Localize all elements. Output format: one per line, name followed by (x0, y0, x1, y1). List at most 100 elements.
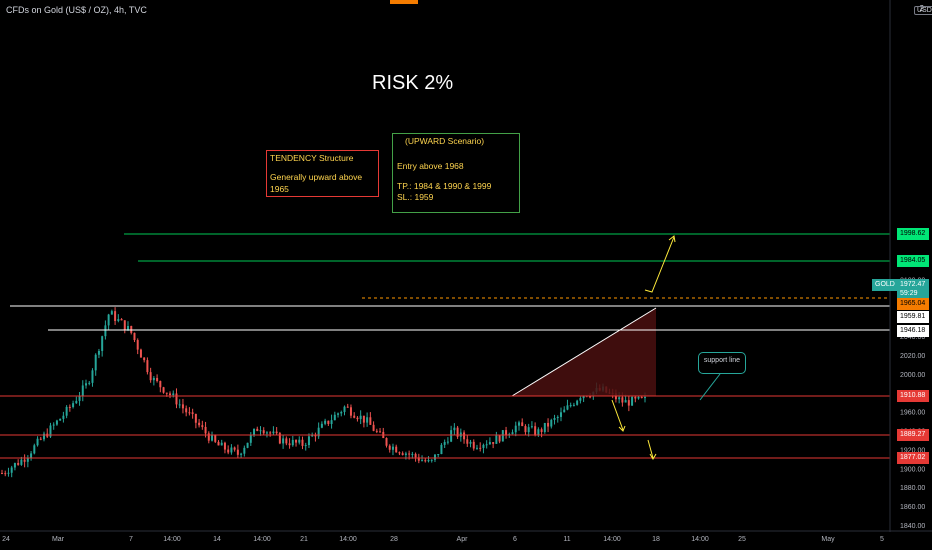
tp-1984-badge: 1984.05 (897, 255, 929, 267)
currency-button[interactable]: USD (914, 6, 932, 15)
candle-body (165, 392, 168, 394)
time-tick-label: 14:00 (163, 536, 181, 543)
candle-body (10, 467, 13, 473)
candle-body (391, 446, 394, 450)
candle-body (398, 452, 401, 454)
candle-body (307, 436, 310, 446)
candle-body (417, 457, 420, 461)
candle-body (472, 441, 475, 449)
candle-body (78, 396, 81, 401)
candle-body (49, 425, 52, 437)
upward-arrow-head (668, 235, 676, 243)
candle-body (572, 404, 575, 406)
candle-body (139, 349, 142, 358)
candle-body (343, 406, 346, 412)
candle-body (485, 444, 488, 446)
time-tick-label: 14:00 (603, 536, 621, 543)
candle-body (149, 372, 152, 381)
upward-path-arrow (644, 236, 675, 293)
candle-body (256, 428, 259, 432)
candle-body (314, 434, 317, 437)
candle-body (68, 406, 71, 408)
candle-body (262, 430, 265, 434)
price-tick-label: 2000.00 (900, 372, 925, 379)
candle-body (437, 454, 440, 456)
candle-body (7, 472, 10, 474)
candle-body (566, 405, 569, 410)
candle-body (233, 447, 236, 450)
time-tick-label: Apr (457, 536, 469, 543)
candle-body (81, 385, 84, 397)
candle-body (52, 424, 55, 426)
down-arrow-2-head (649, 453, 657, 460)
candle-body (120, 319, 123, 321)
candle-body (156, 377, 159, 382)
support-line-callout[interactable]: support line (698, 352, 746, 374)
candle-body (433, 454, 436, 460)
candle-body (217, 441, 220, 446)
candle-body (317, 427, 320, 437)
candle-body (524, 426, 527, 433)
tendency-box[interactable]: TENDENCY Structure Generally upward abov… (266, 150, 379, 197)
candle-body (547, 422, 550, 427)
time-tick-label: 18 (652, 536, 660, 543)
candle-body (421, 460, 424, 462)
risk-title: RISK 2% (372, 72, 454, 94)
candle-body (624, 400, 627, 403)
candle-body (204, 426, 207, 434)
candle-body (395, 446, 398, 453)
price-tick-label: 1900.00 (900, 466, 925, 473)
candle-body (278, 433, 281, 444)
candle-body (456, 427, 459, 437)
time-tick-label: 14 (213, 536, 221, 543)
scenario-box[interactable]: (UPWARD Scenario) Entry above 1968 TP.: … (392, 133, 520, 213)
candle-body (311, 434, 314, 437)
candle-body (178, 404, 181, 406)
candle-body (123, 320, 126, 331)
candle-body (517, 422, 520, 426)
candle-body (559, 412, 562, 417)
time-tick-label: 24 (2, 536, 10, 543)
candle-body (450, 430, 453, 442)
time-tick-label: 11 (563, 536, 570, 543)
drawings-layer (0, 233, 890, 460)
candle-body (117, 319, 120, 321)
candle-body (479, 447, 482, 449)
candle-body (130, 325, 133, 333)
candle-body (440, 444, 443, 455)
candle-body (411, 453, 414, 455)
candle-body (369, 417, 372, 425)
candle-body (30, 453, 33, 458)
candle-body (211, 435, 214, 441)
price-tick-label: 2040.00 (900, 334, 925, 341)
price-tick-label: 1880.00 (900, 485, 925, 492)
down-arrow-1-head (618, 425, 626, 432)
time-tick-label: 14:00 (339, 536, 357, 543)
candle-body (223, 442, 226, 450)
candle-body (414, 453, 417, 458)
candle-body (94, 354, 97, 371)
symbol-tag-badge: GOLD (872, 279, 898, 291)
candle-body (430, 459, 433, 461)
candle-body (159, 381, 162, 388)
sl-badge: 1959.81 (897, 311, 929, 323)
candle-body (227, 449, 230, 453)
candle-body (127, 325, 130, 331)
candle-body (236, 449, 239, 455)
candle-body (453, 427, 456, 431)
candle-body (621, 397, 624, 403)
candle-body (110, 311, 113, 315)
candle-body (285, 438, 288, 444)
price-tick-label: 1960.00 (900, 410, 925, 417)
candle-body (114, 311, 117, 321)
candle-body (181, 404, 184, 409)
replay-marker (390, 0, 418, 4)
support-1910-badge: 1910.88 (897, 390, 929, 402)
candle-body (259, 430, 262, 432)
candle-body (446, 441, 449, 443)
candle-body (543, 422, 546, 432)
candle-body (631, 396, 634, 406)
candle-body (634, 396, 637, 399)
candle-body (36, 438, 39, 446)
